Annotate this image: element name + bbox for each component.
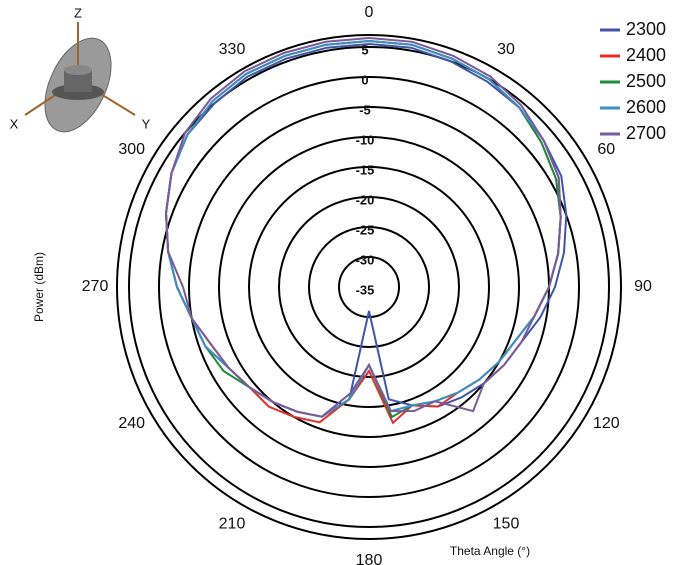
theta-tick-label: 210 <box>219 516 246 533</box>
grid-ring <box>248 166 490 408</box>
grid-ring <box>128 46 610 528</box>
r-tick-label: 5 <box>361 42 368 57</box>
theta-tick-label: 300 <box>118 141 145 158</box>
theta-tick-label: 330 <box>219 41 246 58</box>
legend-label: 2300 <box>626 19 666 39</box>
r-tick-label: -25 <box>356 222 375 237</box>
theta-tick-label: 90 <box>634 278 652 295</box>
theta-tick-label: 30 <box>497 41 515 58</box>
theta-tick-label: 180 <box>356 552 383 565</box>
r-tick-label: -35 <box>356 282 375 297</box>
antenna-icon: Z X Y <box>10 5 151 133</box>
legend-label: 2700 <box>626 123 666 143</box>
theta-tick-label: 240 <box>118 415 145 432</box>
theta-tick-label: 60 <box>597 141 615 158</box>
theta-tick-label: 120 <box>593 415 620 432</box>
grid-ring <box>158 76 580 498</box>
frame <box>116 34 622 540</box>
r-tick-label: -20 <box>356 192 375 207</box>
inset-label: Z <box>74 5 82 20</box>
theta-tick-label: 270 <box>82 278 109 295</box>
legend-label: 2500 <box>626 71 666 91</box>
legend-label: 2600 <box>626 97 666 117</box>
theta-tick-label: 150 <box>493 516 520 533</box>
r-axis-label: Power (dBm) <box>32 252 46 322</box>
r-tick-label: 0 <box>361 72 368 87</box>
grid-ring <box>308 226 430 348</box>
legend-label: 2400 <box>626 45 666 65</box>
grid-ring <box>278 196 460 378</box>
r-tick-label: -30 <box>356 252 375 267</box>
theta-tick-label: 0 <box>365 4 374 21</box>
r-tick-label: -5 <box>359 102 371 117</box>
theta-axis-label: Theta Angle (°) <box>450 544 530 558</box>
inset-label: X <box>10 116 19 131</box>
r-tick-label: -15 <box>356 162 375 177</box>
grid-ring <box>338 256 400 318</box>
grid-ring <box>218 136 520 438</box>
series-line <box>164 36 562 418</box>
r-tick-label: -10 <box>356 132 375 147</box>
inset-label: Y <box>142 116 151 131</box>
